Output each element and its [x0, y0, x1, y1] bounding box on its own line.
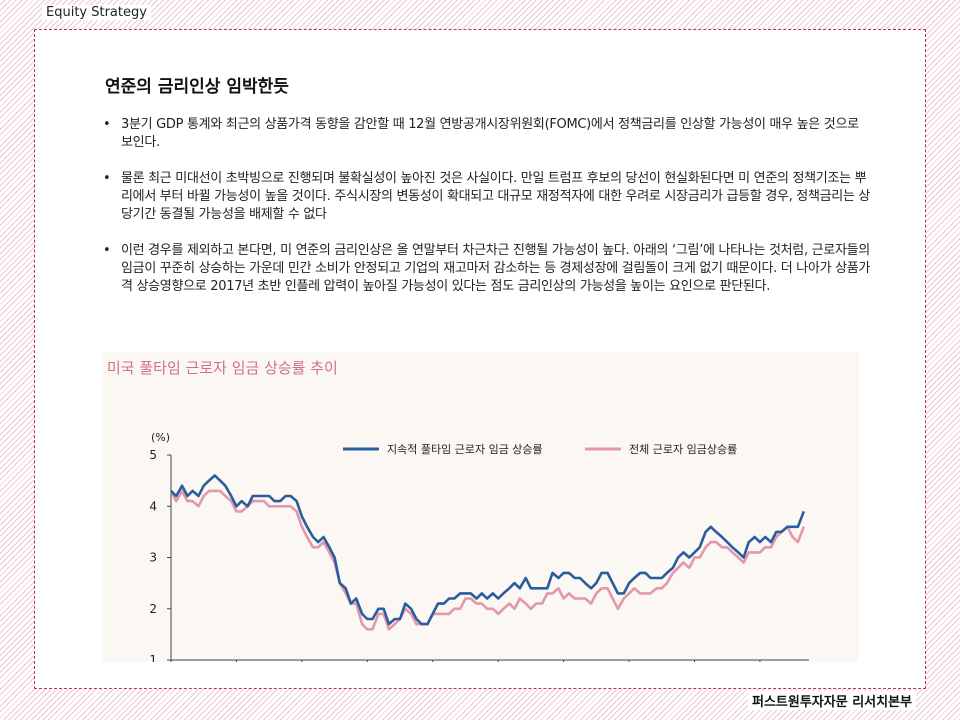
bullet-marker: •	[103, 171, 111, 186]
y-tick-label: 2	[149, 602, 157, 616]
bullet-text: 이런 경우를 제외하고 본다면, 미 연준의 금리인상은 올 연말부터 차근차근…	[121, 243, 871, 294]
document-title: 연준의 금리인상 임박한듯	[105, 77, 289, 97]
y-tick-label: 3	[149, 551, 157, 565]
bullet-list: • 3분기 GDP 통계와 최근의 상품가격 동향을 감안할 때 12월 연방공…	[103, 116, 873, 314]
y-tick-label: 4	[149, 499, 157, 513]
bullet-item: • 3분기 GDP 통계와 최근의 상품가격 동향을 감안할 때 12월 연방공…	[103, 116, 873, 152]
legend-label: 전체 근로자 임금상승률	[629, 443, 737, 456]
bullet-marker: •	[103, 117, 111, 132]
bullet-item: • 이런 경우를 제외하고 본다면, 미 연준의 금리인상은 올 연말부터 차근…	[103, 242, 873, 296]
bullet-text: 3분기 GDP 통계와 최근의 상품가격 동향을 감안할 때 12월 연방공개시…	[121, 117, 859, 150]
chart-title: 미국 풀타임 근로자 임금 상승률 추이	[107, 359, 338, 377]
y-tick-label: 1	[149, 653, 157, 662]
legend-label: 지속적 풀타임 근로자 임금 상승률	[387, 443, 543, 456]
footer-company: 퍼스트원투자자문 리서치본부	[747, 691, 916, 710]
y-tick-label: 5	[149, 448, 157, 462]
page-frame: 연준의 금리인상 임박한듯 • 3분기 GDP 통계와 최근의 상품가격 동향을…	[34, 29, 926, 689]
series-line	[169, 489, 806, 631]
series-line	[170, 474, 806, 626]
section-label: Equity Strategy	[42, 5, 151, 20]
chart-svg: 12345(%)20072008200920102011201220132014…	[149, 431, 809, 662]
bullet-text: 물론 최근 미대선이 초박빙으로 진행되며 불확실성이 높아진 것은 사실이다.…	[121, 171, 871, 222]
bullet-item: • 물론 최근 미대선이 초박빙으로 진행되며 불확실성이 높아진 것은 사실이…	[103, 170, 873, 224]
bullet-marker: •	[103, 243, 111, 258]
y-axis-unit: (%)	[151, 431, 170, 444]
wage-chart: 미국 풀타임 근로자 임금 상승률 추이 12345(%)20072008200…	[103, 352, 859, 662]
